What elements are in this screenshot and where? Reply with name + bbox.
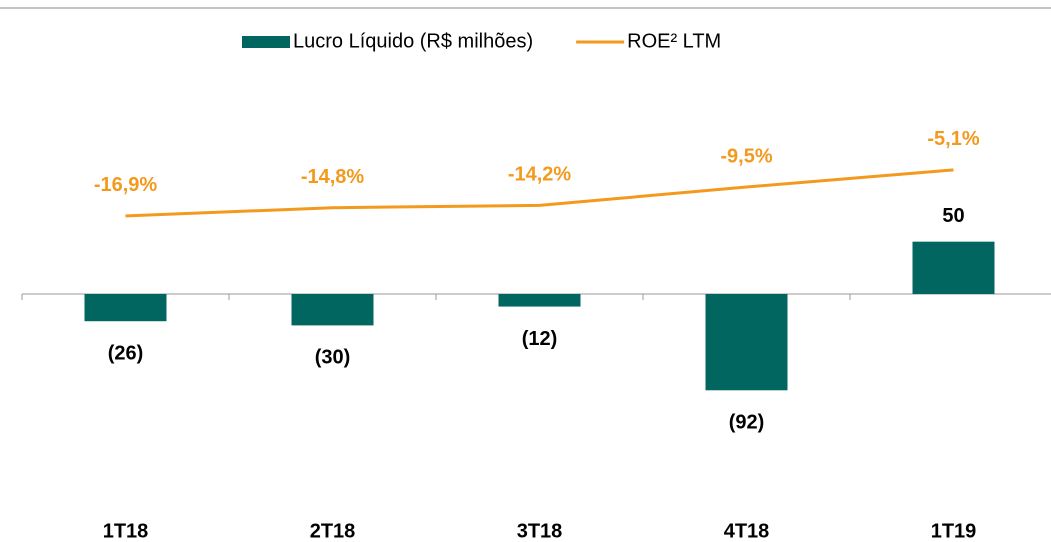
x-tick-label: 4T18 [724,520,770,542]
bar [291,294,374,326]
bar [705,294,788,391]
x-tick-label: 1T18 [103,520,149,542]
data-label: -14,8% [301,166,365,188]
data-label: 50 [942,205,964,227]
x-tick-label: 2T18 [310,520,356,542]
x-tick-label: 3T18 [517,520,563,542]
data-label: (26) [108,342,144,364]
legend-label: Lucro Líquido (R$ milhões) [293,30,533,52]
data-label: -14,2% [508,164,572,186]
x-tick-label: 1T19 [931,520,977,542]
data-label: -16,9% [94,174,158,196]
data-label: (92) [729,412,765,434]
bar [84,294,167,322]
data-label: -5,1% [927,128,979,150]
line [125,168,954,218]
bar [912,241,995,294]
data-label: (30) [315,347,351,369]
legend-label: ROE² LTM [627,30,721,52]
data-label: (12) [522,328,558,350]
legend-swatch [242,36,290,48]
data-label: -9,5% [720,145,772,167]
bar [498,294,581,307]
